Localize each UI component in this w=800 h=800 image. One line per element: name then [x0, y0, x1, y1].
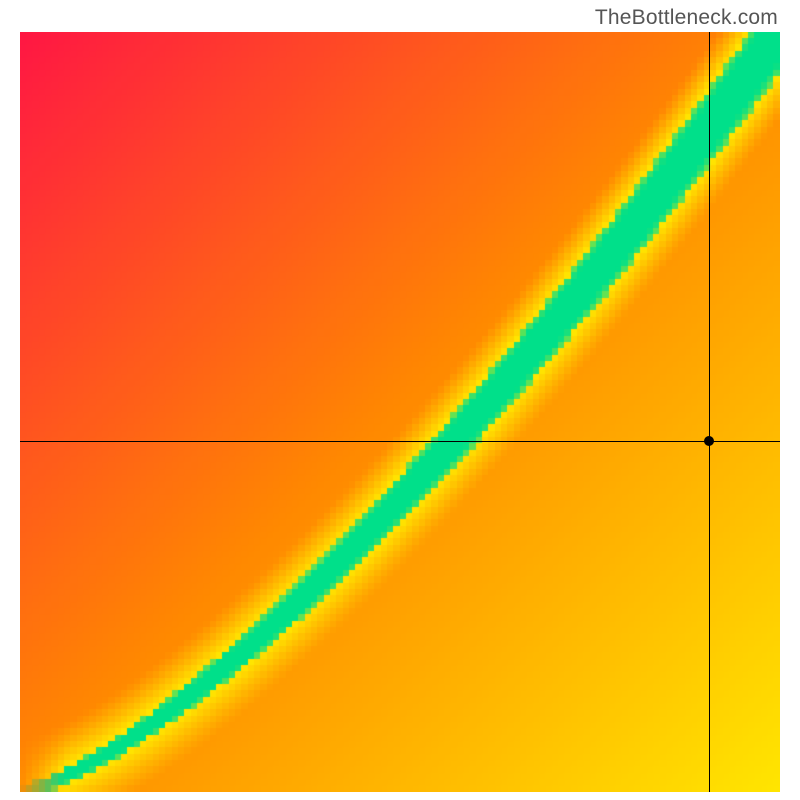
crosshair-vertical: [709, 32, 710, 792]
heatmap-canvas: [20, 32, 780, 792]
crosshair-horizontal: [20, 441, 780, 442]
watermark-text: TheBottleneck.com: [595, 6, 778, 30]
crosshair-marker: [704, 436, 714, 446]
heatmap-plot: [20, 32, 780, 792]
